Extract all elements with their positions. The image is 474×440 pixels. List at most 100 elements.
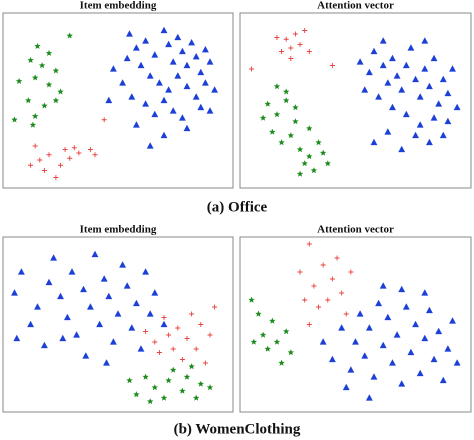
point bbox=[34, 303, 41, 310]
point bbox=[160, 320, 168, 328]
point bbox=[169, 58, 177, 65]
point bbox=[338, 324, 346, 331]
point bbox=[325, 297, 331, 303]
point bbox=[53, 175, 59, 180]
point bbox=[137, 61, 145, 69]
point bbox=[379, 282, 387, 289]
point bbox=[103, 359, 110, 366]
point bbox=[407, 348, 415, 356]
point bbox=[301, 160, 308, 167]
point bbox=[416, 369, 424, 377]
point bbox=[192, 394, 200, 401]
point bbox=[342, 383, 350, 391]
point bbox=[370, 47, 378, 55]
point bbox=[249, 66, 255, 72]
point bbox=[197, 380, 205, 387]
point bbox=[37, 157, 43, 163]
panel-frame bbox=[2, 236, 234, 413]
point bbox=[348, 269, 354, 275]
point bbox=[133, 391, 140, 398]
point bbox=[73, 331, 81, 338]
point bbox=[279, 49, 285, 54]
point bbox=[435, 100, 443, 107]
point bbox=[38, 62, 46, 69]
point bbox=[379, 61, 387, 69]
point bbox=[146, 142, 154, 149]
panel-title: Attention vector bbox=[317, 0, 394, 12]
point bbox=[449, 317, 456, 324]
point bbox=[356, 58, 364, 65]
point bbox=[347, 366, 355, 373]
point bbox=[160, 394, 168, 401]
point bbox=[259, 331, 267, 338]
panel-title: Item embedding bbox=[80, 0, 157, 12]
point bbox=[201, 79, 209, 86]
point bbox=[63, 313, 71, 321]
point bbox=[248, 296, 255, 303]
point bbox=[444, 117, 452, 125]
point bbox=[197, 68, 205, 76]
point bbox=[444, 345, 452, 352]
point bbox=[421, 65, 429, 72]
point bbox=[202, 360, 208, 366]
point bbox=[329, 276, 335, 282]
point bbox=[161, 315, 167, 320]
point bbox=[46, 152, 52, 158]
point bbox=[100, 275, 108, 282]
point bbox=[52, 97, 60, 104]
point bbox=[206, 58, 214, 65]
point bbox=[402, 110, 410, 118]
point bbox=[41, 102, 48, 109]
point bbox=[143, 329, 149, 334]
point bbox=[160, 131, 168, 139]
point bbox=[142, 37, 150, 44]
point bbox=[425, 138, 433, 146]
point bbox=[398, 145, 406, 153]
point bbox=[45, 49, 53, 57]
point bbox=[114, 310, 122, 317]
point bbox=[316, 304, 322, 310]
point bbox=[67, 155, 73, 161]
point bbox=[384, 79, 392, 86]
point bbox=[273, 83, 281, 90]
point bbox=[402, 303, 410, 310]
point bbox=[175, 325, 181, 331]
point bbox=[425, 82, 433, 90]
point bbox=[13, 334, 21, 342]
point bbox=[302, 297, 308, 303]
point bbox=[11, 116, 18, 123]
point bbox=[425, 306, 433, 314]
point bbox=[211, 86, 219, 93]
point bbox=[57, 292, 64, 300]
point bbox=[421, 289, 429, 296]
point bbox=[339, 290, 345, 296]
point bbox=[142, 100, 150, 107]
point bbox=[398, 285, 406, 293]
point bbox=[160, 26, 168, 34]
point bbox=[306, 125, 313, 132]
point bbox=[80, 285, 87, 293]
point bbox=[50, 254, 58, 261]
point bbox=[264, 345, 271, 352]
point bbox=[361, 352, 369, 359]
point bbox=[306, 153, 313, 160]
point bbox=[259, 114, 267, 121]
point bbox=[109, 338, 117, 345]
point bbox=[274, 35, 280, 40]
point bbox=[389, 103, 396, 111]
point bbox=[269, 128, 276, 135]
point bbox=[160, 96, 168, 104]
panel-frame bbox=[239, 12, 472, 189]
point bbox=[11, 289, 18, 296]
point bbox=[178, 114, 186, 121]
point bbox=[128, 93, 136, 100]
point bbox=[282, 88, 290, 95]
point bbox=[315, 139, 322, 146]
point bbox=[192, 93, 200, 100]
point bbox=[206, 384, 214, 391]
point bbox=[58, 162, 63, 168]
point bbox=[152, 339, 158, 345]
point bbox=[324, 160, 332, 167]
point bbox=[206, 107, 214, 114]
point bbox=[430, 54, 438, 62]
